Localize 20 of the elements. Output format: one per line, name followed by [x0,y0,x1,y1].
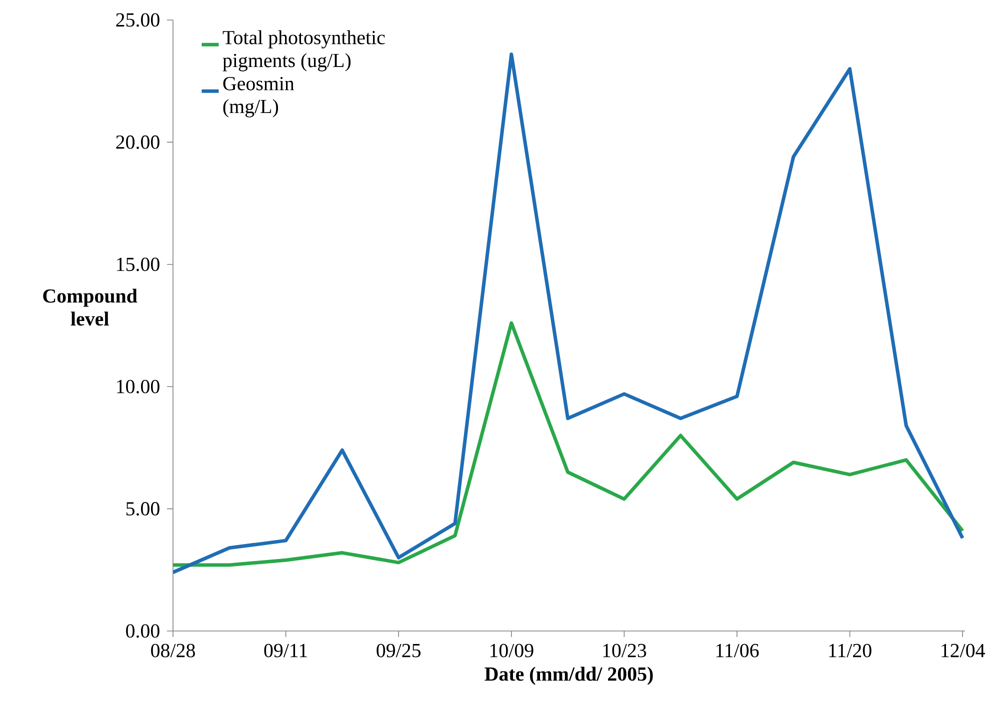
y-tick-label: 25.00 [116,13,160,27]
x-tick-label: 09/11 [264,644,307,658]
y-tick-label: 0.00 [126,624,160,638]
x-tick-label: 09/25 [376,644,421,658]
y-tick-label: 20.00 [116,135,160,149]
line-series [173,52,964,574]
x-tick-label: 12/04 [942,644,985,658]
y-tick-label: 5.00 [126,502,160,516]
line-series [173,321,964,567]
legend-label: Total photosynthetic pigments (ug/L) [222,30,385,72]
x-tick-label: 10/09 [490,644,534,658]
legend-label: Geosmin (mg/L) [223,76,294,118]
y-axis-title: Compound level [43,288,138,326]
y-tick-label: 10.00 [117,380,160,394]
x-tick-label: 10/23 [603,644,646,658]
x-tick-label: 11/06 [716,644,759,658]
x-tick-label: 11/20 [829,644,872,658]
x-axis-title: Date (mm/dd/ 2005) [484,666,653,685]
x-tick-label: 08/28 [151,644,195,658]
y-tick-label: 15.00 [117,258,160,272]
